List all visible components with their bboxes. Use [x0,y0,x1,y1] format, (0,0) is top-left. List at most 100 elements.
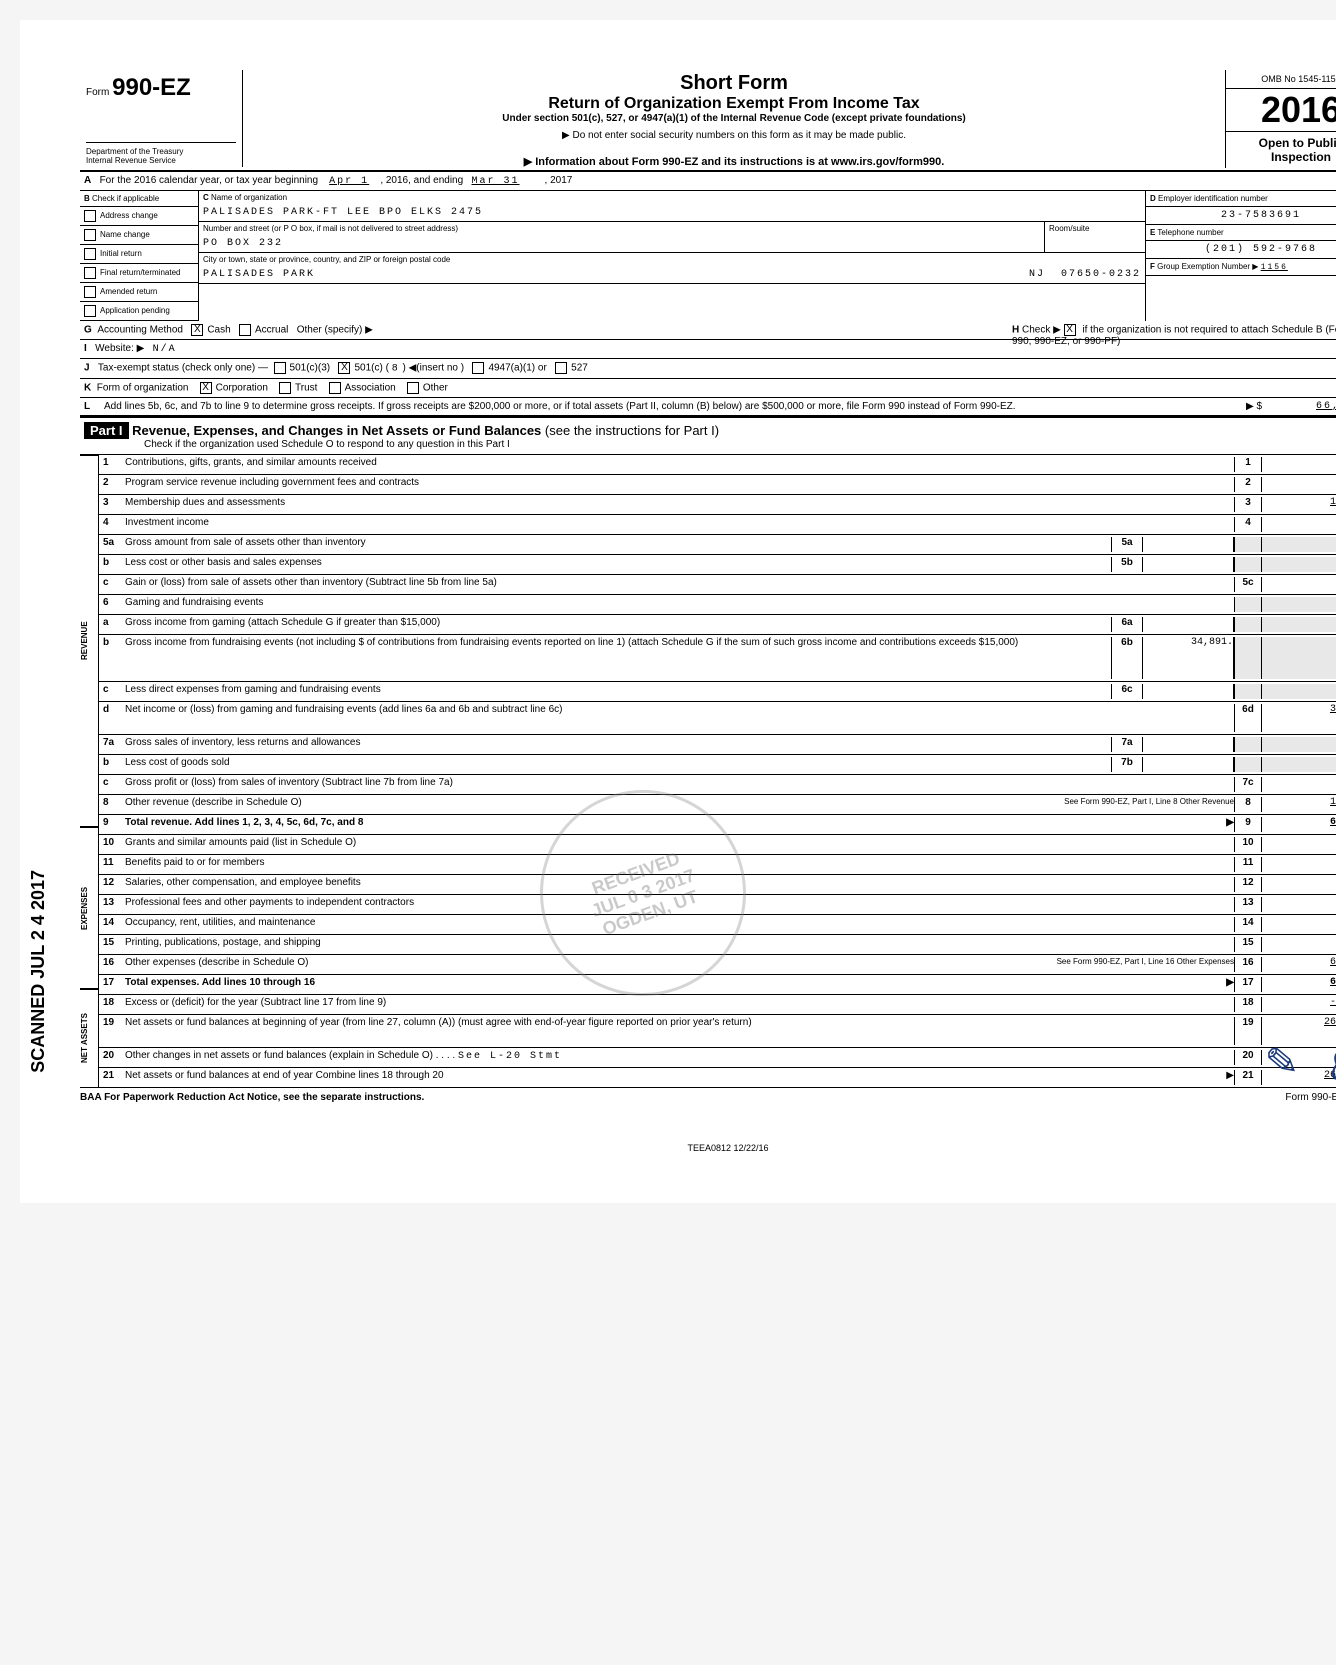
tax-year-begin: Apr 1 [329,176,369,187]
line-16: 16Other expenses (describe in Schedule O… [99,955,1336,975]
l-arrow: ▶ $ [1246,401,1262,412]
line-11: 11Benefits paid to or for members11 [99,855,1336,875]
checkbox-h[interactable]: X [1064,324,1076,336]
j-label: Tax-exempt status (check only one) — [98,363,268,374]
checkbox-other-org[interactable] [407,382,419,394]
part1-title: Revenue, Expenses, and Changes in Net As… [132,423,541,438]
line-10: 10Grants and similar amounts paid (list … [99,835,1336,855]
teea-footer: TEEA0812 12/22/16 [80,1143,1336,1153]
line-a-endyear: , 2017 [545,175,573,186]
section-def: D Employer identification number 23-7583… [1146,191,1336,321]
section-c: C Name of organization PALISADES PARK-FT… [199,191,1146,321]
website: N/A [153,344,177,355]
b-item-3: Final return/terminated [100,268,180,277]
i-label: Website: ▶ [95,343,144,354]
line-6a: aGross income from gaming (attach Schedu… [99,615,1336,635]
f-arrow: ▶ [1252,262,1258,271]
line-4: 4Investment income42,164. [99,515,1336,535]
part1-check: Check if the organization used Schedule … [144,439,510,450]
line-19: 19Net assets or fund balances at beginni… [99,1015,1336,1048]
g-cash: Cash [207,325,230,336]
b-label: Check if applicable [92,194,159,203]
city-val: PALISADES PARK [203,269,315,280]
ein: 23-7583691 [1146,207,1336,225]
j-a: 4947(a)(1) or [488,363,546,374]
checkbox-501c[interactable]: X [338,362,350,374]
expenses-label: EXPENSES [80,827,99,989]
line-a-mid: , 2016, and ending [380,175,463,186]
footer-form: Form 990-EZ (2016) [1285,1092,1336,1103]
c-name-label: Name of organization [211,193,287,202]
tax-year: 2016 [1226,89,1336,132]
k-label: Form of organization [97,382,189,393]
checkbox-527[interactable] [555,362,567,374]
checkbox-address-change[interactable] [84,210,96,222]
line-21: 21Net assets or fund balances at end of … [99,1068,1336,1088]
line-j: J Tax-exempt status (check only one) — 5… [80,359,1336,379]
k-corp: Corporation [216,382,268,393]
line-17: 17Total expenses. Add lines 10 through 1… [99,975,1336,995]
line-a: A For the 2016 calendar year, or tax yea… [80,171,1336,191]
checkbox-corp[interactable]: X [200,382,212,394]
line-1: 1Contributions, gifts, grants, and simil… [99,455,1336,475]
section-b: B Check if applicable Address change Nam… [80,191,199,321]
k-other: Other [423,382,448,393]
checkbox-pending[interactable] [84,305,96,317]
checkbox-accrual[interactable] [239,324,251,336]
zip-val: 07650-0232 [1061,269,1141,280]
state-val: NJ [1029,269,1045,280]
line-6b: bGross income from fundraising events (n… [99,635,1336,682]
j-ins: ) ◀(insert no ) [403,363,465,374]
line-6d: dNet income or (loss) from gaming and fu… [99,702,1336,735]
checkbox-name-change[interactable] [84,229,96,241]
lines-column: 1Contributions, gifts, grants, and simil… [99,455,1336,1088]
main-title: Return of Organization Exempt From Incom… [251,95,1217,113]
line-20: 20Other changes in net assets or fund ba… [99,1048,1336,1068]
line-15: 15Printing, publications, postage, and s… [99,935,1336,955]
d-label: Employer identification number [1158,194,1268,203]
j-c: 501(c) ( [354,363,388,374]
line-k: K Form of organization XCorporation Trus… [80,379,1336,398]
right-box: OMB No 1545-1150 2016 Open to Public Ins… [1225,70,1336,168]
form-header: Form 990-EZ Department of the Treasury I… [80,70,1336,171]
line-2: 2Program service revenue including gover… [99,475,1336,495]
l-value: 66,051. [1262,401,1336,412]
checkbox-amended[interactable] [84,286,96,298]
j-527: 527 [571,363,588,374]
checkbox-initial[interactable] [84,248,96,260]
line-9: 9Total revenue. Add lines 1, 2, 3, 4, 5c… [99,815,1336,835]
checkbox-4947[interactable] [472,362,484,374]
b-item-1: Name change [100,230,150,239]
line-6: 6Gaming and fundraising events [99,595,1336,615]
checkbox-cash[interactable]: X [191,324,203,336]
org-city: PALISADES PARK NJ 07650-0232 [199,266,1145,284]
assets-label: NET ASSETS [80,989,99,1088]
ssn-note: ▶ Do not enter social security numbers o… [251,130,1217,141]
form-word: Form [86,87,109,98]
e-label: Telephone number [1157,228,1223,237]
part1-label: Part I [84,422,129,439]
org-name: PALISADES PARK-FT LEE BPO ELKS 2475 [199,204,1145,222]
org-street: PO BOX 232 [199,235,1044,253]
k-trust: Trust [295,382,317,393]
checkbox-assoc[interactable] [329,382,341,394]
checkbox-501c3[interactable] [274,362,286,374]
b-item-4: Amended return [100,287,157,296]
checkbox-final[interactable] [84,267,96,279]
info-note: ▶ Information about Form 990-EZ and its … [251,155,1217,168]
line-8: 8Other revenue (describe in Schedule O) … [99,795,1336,815]
footer: BAA For Paperwork Reduction Act Notice, … [80,1088,1336,1103]
line-7b: bLess cost of goods sold7b [99,755,1336,775]
l-text: Add lines 5b, 6c, and 7b to line 9 to de… [104,401,1246,412]
line-5b: bLess cost or other basis and sales expe… [99,555,1336,575]
revenue-label: REVENUE [80,455,99,827]
c-street-label: Number and street (or P O box, if mail i… [199,222,1044,235]
form-number-box: Form 990-EZ Department of the Treasury I… [80,70,243,167]
checkbox-trust[interactable] [279,382,291,394]
line-6c: cLess direct expenses from gaming and fu… [99,682,1336,702]
part1-header: Part I Revenue, Expenses, and Changes in… [80,416,1336,455]
h-text: Check ▶ [1022,325,1061,336]
part1-see: (see the instructions for Part I) [545,423,719,438]
b-item-2: Initial return [100,249,142,258]
line-12: 12Salaries, other compensation, and empl… [99,875,1336,895]
